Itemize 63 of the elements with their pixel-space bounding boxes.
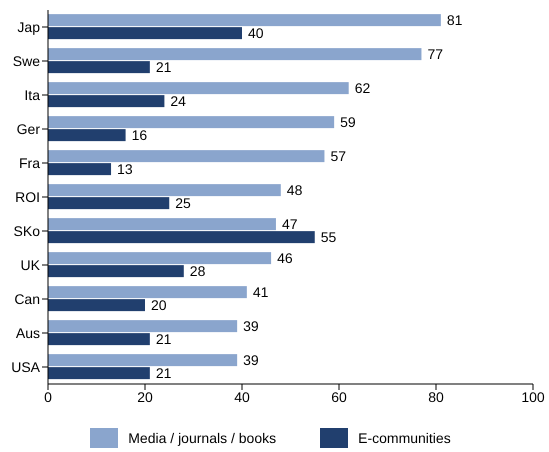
y-tick-label: SKo bbox=[14, 222, 40, 239]
bar bbox=[48, 218, 276, 230]
y-tick-label: Aus bbox=[16, 324, 40, 341]
bar bbox=[48, 320, 238, 332]
y-tick-label: Can bbox=[14, 290, 40, 307]
data-label: 25 bbox=[175, 195, 192, 212]
bar bbox=[48, 27, 242, 40]
bar bbox=[48, 82, 349, 94]
y-tick-label: Fra bbox=[19, 154, 40, 171]
bar bbox=[48, 184, 281, 196]
data-label: 62 bbox=[354, 80, 370, 96]
data-label: 57 bbox=[330, 148, 346, 164]
bar bbox=[48, 299, 145, 312]
x-tick-label: 60 bbox=[331, 388, 347, 405]
data-label: 59 bbox=[340, 114, 356, 130]
data-label: 41 bbox=[252, 284, 269, 300]
bar bbox=[48, 129, 126, 142]
x-tick-label: 20 bbox=[137, 388, 153, 405]
y-tick-label: USA bbox=[11, 358, 41, 375]
data-label: 13 bbox=[117, 161, 133, 178]
legend-label: Media / journals / books bbox=[128, 430, 276, 446]
bar bbox=[48, 163, 112, 176]
y-tick-label: Ita bbox=[24, 86, 40, 103]
bar bbox=[48, 265, 184, 278]
data-label: 21 bbox=[156, 365, 172, 382]
legend-label: E-communities bbox=[358, 430, 451, 446]
bar bbox=[48, 252, 272, 264]
y-tick-label: ROI bbox=[15, 188, 40, 205]
data-label: 24 bbox=[170, 93, 186, 110]
bar bbox=[48, 14, 441, 26]
data-label: 47 bbox=[282, 216, 298, 232]
bar bbox=[48, 231, 315, 244]
data-label: 40 bbox=[248, 25, 264, 42]
bar bbox=[48, 48, 422, 60]
x-tick-label: 80 bbox=[428, 388, 444, 405]
data-label: 21 bbox=[156, 331, 172, 348]
data-label: 39 bbox=[243, 318, 259, 334]
bar bbox=[48, 333, 150, 346]
data-label: 39 bbox=[243, 352, 259, 368]
data-label: 55 bbox=[320, 229, 337, 246]
bar bbox=[48, 367, 150, 380]
bar bbox=[48, 197, 170, 210]
data-label: 81 bbox=[446, 12, 463, 28]
data-label: 77 bbox=[427, 46, 444, 62]
x-tick-label: 40 bbox=[234, 388, 250, 405]
y-tick-label: Ger bbox=[16, 120, 40, 137]
bar bbox=[48, 95, 164, 108]
data-label: 46 bbox=[277, 250, 293, 266]
data-label: 16 bbox=[132, 127, 148, 144]
bar bbox=[48, 61, 150, 74]
x-tick-label: 0 bbox=[44, 388, 52, 405]
bar bbox=[48, 286, 247, 298]
bar bbox=[48, 354, 238, 366]
data-label: 21 bbox=[156, 59, 172, 76]
data-label: 28 bbox=[190, 263, 206, 280]
bar bbox=[48, 116, 334, 128]
y-tick-label: Jap bbox=[17, 18, 40, 35]
x-tick-label: 100 bbox=[521, 388, 545, 405]
y-tick-label: UK bbox=[20, 256, 41, 273]
data-label: 48 bbox=[286, 182, 303, 198]
y-tick-label: Swe bbox=[12, 52, 40, 69]
bar bbox=[48, 150, 324, 162]
data-label: 20 bbox=[151, 297, 167, 314]
